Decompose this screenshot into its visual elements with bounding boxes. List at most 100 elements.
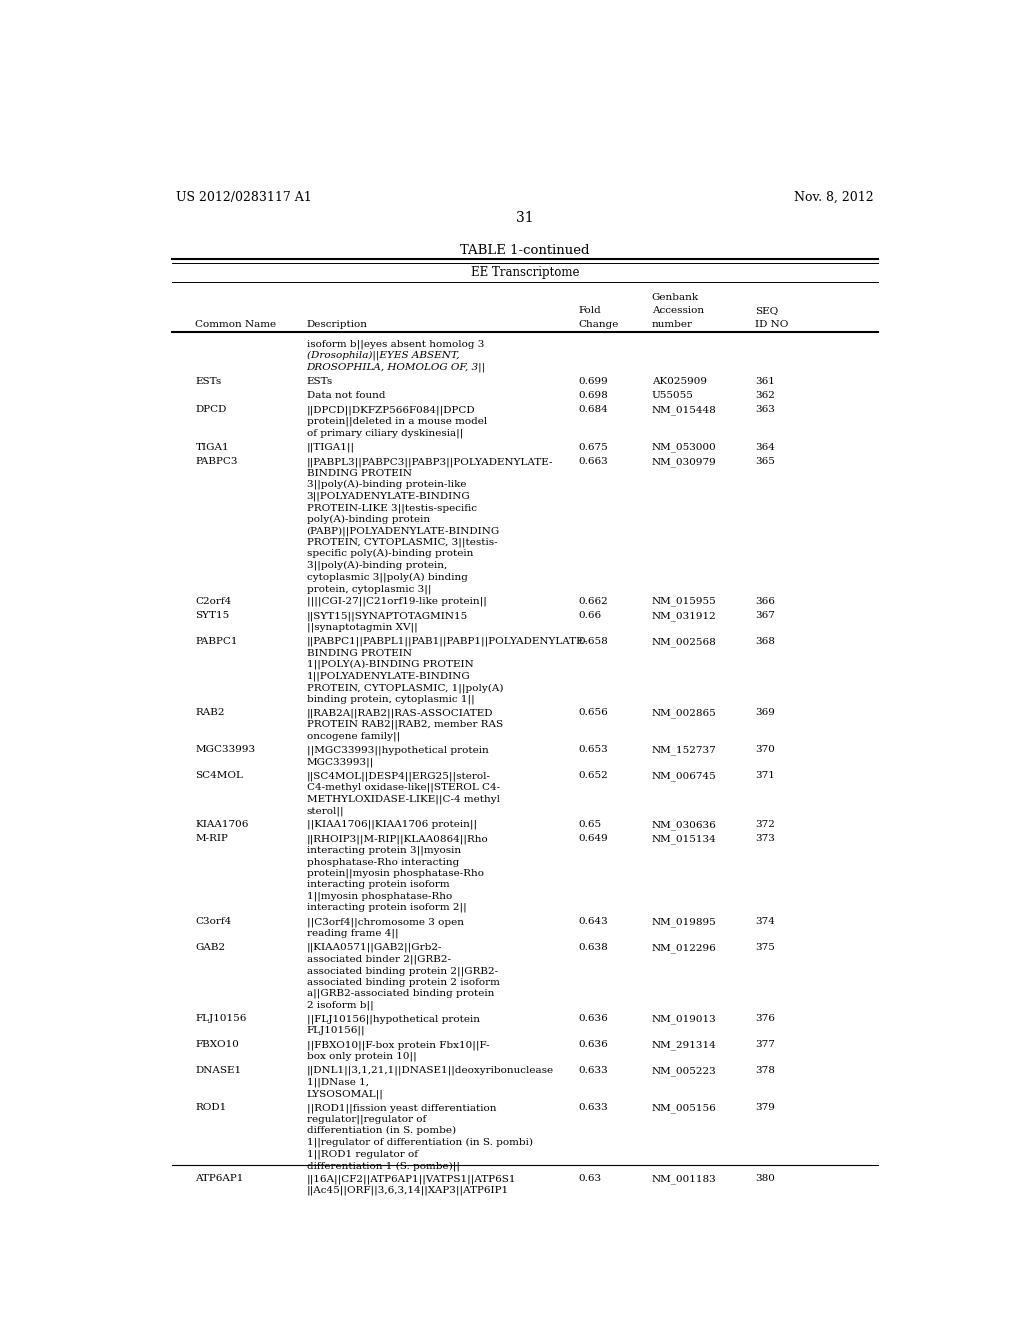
Text: 365: 365 bbox=[755, 457, 775, 466]
Text: 375: 375 bbox=[755, 942, 775, 952]
Text: ||SYT15||SYNAPTOTAGMIN15
||synaptotagmin XV||: ||SYT15||SYNAPTOTAGMIN15 ||synaptotagmin… bbox=[306, 611, 468, 632]
Text: 0.649: 0.649 bbox=[579, 834, 608, 843]
Text: ||RHOIP3||M-RIP||KLAA0864||Rho
interacting protein 3||myosin
phosphatase-Rho int: ||RHOIP3||M-RIP||KLAA0864||Rho interacti… bbox=[306, 834, 488, 912]
Text: 368: 368 bbox=[755, 638, 775, 645]
Text: ||PABPC1||PABPL1||PAB1||PABP1||POLYADENYLATE-
BINDING PROTEIN
1||POLY(A)-BINDING: ||PABPC1||PABPL1||PAB1||PABP1||POLYADENY… bbox=[306, 638, 588, 705]
Text: 372: 372 bbox=[755, 820, 775, 829]
Text: 373: 373 bbox=[755, 834, 775, 843]
Text: NM_031912: NM_031912 bbox=[652, 611, 717, 620]
Text: isoform b||eyes absent homolog 3: isoform b||eyes absent homolog 3 bbox=[306, 339, 484, 348]
Text: 0.658: 0.658 bbox=[579, 638, 608, 645]
Text: TIGA1: TIGA1 bbox=[196, 442, 229, 451]
Text: ||SC4MOL||DESP4||ERG25||sterol-
C4-methyl oxidase-like||STEROL C4-
METHYLOXIDASE: ||SC4MOL||DESP4||ERG25||sterol- C4-methy… bbox=[306, 771, 500, 816]
Text: NM_291314: NM_291314 bbox=[652, 1040, 717, 1049]
Text: 371: 371 bbox=[755, 771, 775, 780]
Text: 361: 361 bbox=[755, 376, 775, 385]
Text: AK025909: AK025909 bbox=[652, 376, 707, 385]
Text: RAB2: RAB2 bbox=[196, 709, 225, 717]
Text: NM_002568: NM_002568 bbox=[652, 638, 717, 647]
Text: US 2012/0283117 A1: US 2012/0283117 A1 bbox=[176, 191, 311, 203]
Text: ESTs: ESTs bbox=[306, 376, 333, 385]
Text: FLJ10156: FLJ10156 bbox=[196, 1014, 247, 1023]
Text: Nov. 8, 2012: Nov. 8, 2012 bbox=[795, 191, 873, 203]
Text: 380: 380 bbox=[755, 1175, 775, 1184]
Text: 362: 362 bbox=[755, 391, 775, 400]
Text: SYT15: SYT15 bbox=[196, 611, 229, 620]
Text: GAB2: GAB2 bbox=[196, 942, 225, 952]
Text: DROSOPHILA, HOMOLOG OF, 3||: DROSOPHILA, HOMOLOG OF, 3|| bbox=[306, 362, 485, 372]
Text: 0.636: 0.636 bbox=[579, 1014, 608, 1023]
Text: 367: 367 bbox=[755, 611, 775, 620]
Text: ||TIGA1||: ||TIGA1|| bbox=[306, 442, 354, 451]
Text: ||16A||CF2||ATP6AP1||VATPS1||ATP6S1
||Ac45||ORF||3,6,3,14||XAP3||ATP6IP1: ||16A||CF2||ATP6AP1||VATPS1||ATP6S1 ||Ac… bbox=[306, 1175, 516, 1196]
Text: Common Name: Common Name bbox=[196, 319, 276, 329]
Text: 378: 378 bbox=[755, 1065, 775, 1074]
Text: NM_152737: NM_152737 bbox=[652, 746, 717, 755]
Text: ||DPCD||DKFZP566F084||DPCD
protein||deleted in a mouse model
of primary ciliary : ||DPCD||DKFZP566F084||DPCD protein||dele… bbox=[306, 405, 486, 438]
Text: SC4MOL: SC4MOL bbox=[196, 771, 244, 780]
Text: (Drosophila)||EYES ABSENT,: (Drosophila)||EYES ABSENT, bbox=[306, 351, 459, 360]
Text: NM_019895: NM_019895 bbox=[652, 917, 717, 927]
Text: Description: Description bbox=[306, 319, 368, 329]
Text: KIAA1706: KIAA1706 bbox=[196, 820, 249, 829]
Text: 374: 374 bbox=[755, 917, 775, 927]
Text: SEQ: SEQ bbox=[755, 306, 778, 314]
Text: 0.66: 0.66 bbox=[579, 611, 602, 620]
Text: 377: 377 bbox=[755, 1040, 775, 1049]
Text: PABPC1: PABPC1 bbox=[196, 638, 238, 645]
Text: number: number bbox=[652, 319, 693, 329]
Text: DPCD: DPCD bbox=[196, 405, 227, 414]
Text: 369: 369 bbox=[755, 709, 775, 717]
Text: ||RAB2A||RAB2||RAS-ASSOCIATED
PROTEIN RAB2||RAB2, member RAS
oncogene family||: ||RAB2A||RAB2||RAS-ASSOCIATED PROTEIN RA… bbox=[306, 709, 503, 741]
Text: TABLE 1-continued: TABLE 1-continued bbox=[460, 244, 590, 257]
Text: NM_019013: NM_019013 bbox=[652, 1014, 717, 1024]
Text: MGC33993: MGC33993 bbox=[196, 746, 256, 755]
Text: 0.65: 0.65 bbox=[579, 820, 602, 829]
Text: 0.63: 0.63 bbox=[579, 1175, 602, 1184]
Text: ||C3orf4||chromosome 3 open
reading frame 4||: ||C3orf4||chromosome 3 open reading fram… bbox=[306, 917, 464, 939]
Text: ||FLJ10156||hypothetical protein
FLJ10156||: ||FLJ10156||hypothetical protein FLJ1015… bbox=[306, 1014, 479, 1035]
Text: NM_002865: NM_002865 bbox=[652, 709, 717, 718]
Text: NM_015134: NM_015134 bbox=[652, 834, 717, 843]
Text: 370: 370 bbox=[755, 746, 775, 755]
Text: NM_005223: NM_005223 bbox=[652, 1065, 717, 1076]
Text: Genbank: Genbank bbox=[652, 293, 699, 301]
Text: FBXO10: FBXO10 bbox=[196, 1040, 240, 1049]
Text: ||ROD1||fission yeast differentiation
regulator||regulator of
differentiation (i: ||ROD1||fission yeast differentiation re… bbox=[306, 1104, 532, 1171]
Text: NM_012296: NM_012296 bbox=[652, 942, 717, 953]
Text: ATP6AP1: ATP6AP1 bbox=[196, 1175, 244, 1184]
Text: NM_001183: NM_001183 bbox=[652, 1175, 717, 1184]
Text: 0.633: 0.633 bbox=[579, 1104, 608, 1111]
Text: ||||CGI-27||C21orf19-like protein||: ||||CGI-27||C21orf19-like protein|| bbox=[306, 597, 486, 606]
Text: EE Transcriptome: EE Transcriptome bbox=[471, 267, 579, 280]
Text: M-RIP: M-RIP bbox=[196, 834, 228, 843]
Text: ||KIAA1706||KIAA1706 protein||: ||KIAA1706||KIAA1706 protein|| bbox=[306, 820, 477, 829]
Text: ESTs: ESTs bbox=[196, 376, 222, 385]
Text: 0.656: 0.656 bbox=[579, 709, 608, 717]
Text: NM_015448: NM_015448 bbox=[652, 405, 717, 414]
Text: NM_015955: NM_015955 bbox=[652, 597, 717, 606]
Text: ||DNL1||3,1,21,1||DNASE1||deoxyribonuclease
1||DNase 1,
LYSOSOMAL||: ||DNL1||3,1,21,1||DNASE1||deoxyribonucle… bbox=[306, 1065, 554, 1098]
Text: 0.653: 0.653 bbox=[579, 746, 608, 755]
Text: NM_006745: NM_006745 bbox=[652, 771, 717, 781]
Text: 0.633: 0.633 bbox=[579, 1065, 608, 1074]
Text: 0.636: 0.636 bbox=[579, 1040, 608, 1049]
Text: NM_030979: NM_030979 bbox=[652, 457, 717, 467]
Text: 0.698: 0.698 bbox=[579, 391, 608, 400]
Text: 364: 364 bbox=[755, 442, 775, 451]
Text: Accession: Accession bbox=[652, 306, 703, 314]
Text: C3orf4: C3orf4 bbox=[196, 917, 231, 927]
Text: 0.675: 0.675 bbox=[579, 442, 608, 451]
Text: ||FBXO10||F-box protein Fbx10||F-
box only protein 10||: ||FBXO10||F-box protein Fbx10||F- box on… bbox=[306, 1040, 489, 1061]
Text: 31: 31 bbox=[516, 211, 534, 226]
Text: ID NO: ID NO bbox=[755, 319, 788, 329]
Text: NM_030636: NM_030636 bbox=[652, 820, 717, 829]
Text: 379: 379 bbox=[755, 1104, 775, 1111]
Text: 0.652: 0.652 bbox=[579, 771, 608, 780]
Text: 0.684: 0.684 bbox=[579, 405, 608, 414]
Text: ||KIAA0571||GAB2||Grb2-
associated binder 2||GRB2-
associated binding protein 2|: ||KIAA0571||GAB2||Grb2- associated binde… bbox=[306, 942, 500, 1010]
Text: 0.663: 0.663 bbox=[579, 457, 608, 466]
Text: 363: 363 bbox=[755, 405, 775, 414]
Text: 376: 376 bbox=[755, 1014, 775, 1023]
Text: C2orf4: C2orf4 bbox=[196, 597, 231, 606]
